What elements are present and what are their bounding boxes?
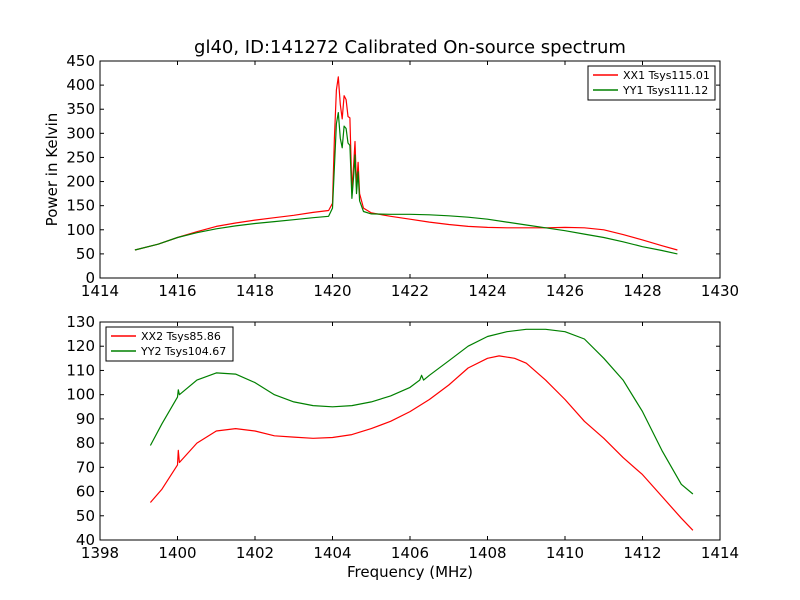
y-tick-label: 150 xyxy=(66,197,95,215)
x-tick-label: 1428 xyxy=(623,282,661,300)
x-tick-label: 1416 xyxy=(158,282,196,300)
legend-label-2: YY1 Tsys111.12 xyxy=(622,84,708,97)
series-line-1 xyxy=(134,76,678,251)
series-line-2 xyxy=(134,111,678,255)
bottom-spectrum-chart: 1398 1400 1402 1404 1406 1408 1410 1412 1414 40 50… xyxy=(66,313,739,581)
y-tick-label: 110 xyxy=(66,361,95,379)
y-tick-label: 70 xyxy=(76,458,95,476)
y-tick-label: 40 xyxy=(76,531,95,549)
y-tick-label: 130 xyxy=(66,313,95,331)
chart-title: gl40, ID:141272 Calibrated On-source spe… xyxy=(194,37,626,58)
y-axis-label: Power in Kelvin xyxy=(43,113,61,227)
x-tick-label: 1400 xyxy=(158,544,196,562)
x-tick-label: 1420 xyxy=(313,282,351,300)
x-tick-label: 1410 xyxy=(546,544,584,562)
x-tick-label: 1414 xyxy=(701,544,739,562)
x-tick-label: 1398 xyxy=(81,544,119,562)
x-tick-label: 1414 xyxy=(81,282,119,300)
x-tick-label: 1404 xyxy=(313,544,351,562)
y-tick-label: 100 xyxy=(66,221,95,239)
legend-box xyxy=(587,65,716,101)
top-spectrum-chart: 1414 1416 1418 1420 1422 1424 1426 1428 1430 0 50 1… xyxy=(43,37,739,300)
x-tick-label: 1408 xyxy=(468,544,506,562)
x-tick-label: 1406 xyxy=(391,544,429,562)
legend-label-1: XX2 Tsys85.86 xyxy=(141,330,221,343)
legend-label-2: YY2 Tsys104.67 xyxy=(140,345,226,358)
legend-label-1: XX1 Tsys115.01 xyxy=(623,69,710,82)
y-tick-label: 350 xyxy=(66,100,95,118)
y-tick-label: 250 xyxy=(66,148,95,166)
y-tick-label: 400 xyxy=(66,76,95,94)
y-tick-label: 450 xyxy=(66,52,95,70)
y-tick-label: 50 xyxy=(76,245,95,263)
y-tick-label: 200 xyxy=(66,173,95,191)
legend-box xyxy=(105,326,234,362)
x-tick-label: 1424 xyxy=(468,282,506,300)
series-line-2 xyxy=(149,328,694,495)
y-tick-label: 100 xyxy=(66,386,95,404)
x-tick-label: 1402 xyxy=(236,544,274,562)
y-tick-label: 80 xyxy=(76,434,95,452)
series-line-1 xyxy=(149,355,694,531)
x-axis-label: Frequency (MHz) xyxy=(347,563,473,581)
y-tick-label: 90 xyxy=(76,410,95,428)
x-tick-label: 1422 xyxy=(391,282,429,300)
x-tick-label: 1418 xyxy=(236,282,274,300)
x-tick-label: 1426 xyxy=(546,282,584,300)
y-tick-label: 0 xyxy=(85,269,95,287)
y-tick-label: 60 xyxy=(76,483,95,501)
x-tick-label: 1412 xyxy=(623,544,661,562)
y-tick-label: 120 xyxy=(66,337,95,355)
x-tick-label: 1430 xyxy=(701,282,739,300)
y-tick-label: 300 xyxy=(66,124,95,142)
y-tick-label: 50 xyxy=(76,507,95,525)
